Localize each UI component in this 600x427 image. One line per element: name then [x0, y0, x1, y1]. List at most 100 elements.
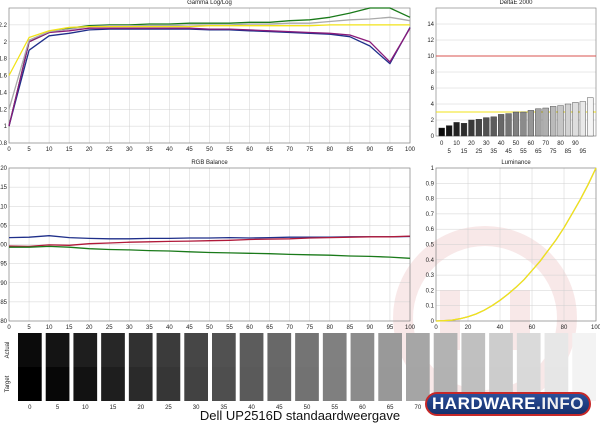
series-line-2	[8, 27, 411, 127]
swatch-label: 40	[248, 405, 255, 411]
x-tick-label: 15	[66, 325, 73, 331]
target-swatch	[18, 367, 42, 401]
y-tick-label: 0	[431, 319, 435, 325]
plot-frame	[8, 167, 411, 322]
actual-swatch	[322, 333, 347, 367]
target-swatch	[406, 367, 430, 401]
x-tick-label: 10	[46, 147, 53, 153]
x-tick-label: 80	[326, 325, 333, 331]
x-tick-label: 35	[146, 147, 153, 153]
y-tick-label: 0	[431, 134, 435, 140]
x-tick-label: 30	[126, 325, 133, 331]
target-swatch	[184, 367, 208, 401]
x-tick-label: 40	[498, 141, 505, 147]
swatch-label: 30	[193, 405, 200, 411]
y-tick-label: 0.8	[0, 141, 8, 147]
target-swatch	[45, 367, 70, 401]
target-swatch	[239, 367, 264, 401]
y-tick-label: 2.2	[0, 23, 8, 29]
x-tick-label: 60	[246, 325, 253, 331]
deltae-bar	[490, 116, 497, 137]
y-tick-label: 1.6	[0, 74, 8, 80]
row-label-target: Target	[5, 375, 11, 392]
hardware-info-logo: HARDWARE .INFO	[425, 392, 591, 416]
x-tick-label: 95	[387, 325, 394, 331]
chart-title: Gamma Log/Log	[187, 0, 232, 6]
x-tick-label: 80	[326, 147, 333, 153]
actual-swatch	[18, 333, 42, 367]
logo-text-a: HARDWARE	[432, 394, 537, 413]
x-tick-label: 25	[476, 149, 483, 155]
y-tick-label: 1.8	[0, 57, 8, 63]
series-line-3	[8, 16, 411, 110]
y-tick-label: 0.7	[426, 212, 435, 218]
deltae-bar	[475, 118, 482, 137]
x-tick-label: 20	[465, 325, 472, 331]
x-tick-label: 70	[286, 147, 293, 153]
deltae-bar	[498, 114, 505, 137]
actual-swatch	[73, 333, 98, 367]
x-tick-label: 80	[557, 141, 564, 147]
deltae-bar	[550, 106, 557, 137]
x-tick-label: 90	[367, 325, 374, 331]
x-tick-label: 70	[286, 325, 293, 331]
x-tick-label: 60	[529, 325, 536, 331]
x-tick-label: 10	[46, 325, 53, 331]
deltae-bar	[587, 97, 594, 137]
y-tick-label: 10	[427, 54, 434, 60]
y-tick-label: 2	[431, 118, 435, 124]
x-tick-label: 45	[186, 325, 193, 331]
series-line-2	[9, 245, 411, 259]
logo-text-b: .INFO	[536, 394, 584, 413]
x-tick-label: 0	[440, 141, 444, 147]
actual-swatch	[406, 333, 430, 367]
deltae-bar	[579, 101, 586, 137]
swatch-label: 65	[387, 405, 394, 411]
actual-swatch	[156, 333, 181, 367]
x-tick-label: 30	[483, 141, 490, 147]
y-tick-label: 0.2	[426, 288, 435, 294]
deltae-bar	[520, 111, 527, 137]
series-line-1	[8, 27, 411, 127]
gamma-chart: 0.8 1 1.2 1.4 1.6 1.8 2 2.2 0 5 10 15 20 25 30 35 40 45 50…	[0, 0, 416, 153]
plot-frame	[435, 167, 597, 322]
x-tick-label: 50	[206, 147, 213, 153]
actual-swatch	[239, 333, 264, 367]
x-tick-label: 60	[246, 147, 253, 153]
x-tick-label: 45	[505, 149, 512, 155]
x-tick-label: 55	[520, 149, 527, 155]
x-tick-label: 40	[166, 147, 173, 153]
deltae-bar	[542, 107, 549, 137]
row-label-actual: Actual	[5, 342, 11, 359]
x-tick-label: 45	[186, 147, 193, 153]
y-tick-label: 85	[0, 300, 7, 306]
swatch-label: 45	[276, 405, 283, 411]
x-tick-label: 15	[66, 147, 73, 153]
y-tick-label: 0.1	[426, 304, 435, 310]
y-tick-label: 95	[0, 262, 7, 268]
x-tick-label: 85	[565, 149, 572, 155]
deltae-bar	[438, 127, 445, 137]
y-tick-label: 1	[4, 124, 8, 130]
y-tick-label: 0.3	[426, 273, 435, 279]
x-tick-label: 90	[572, 141, 579, 147]
target-swatch	[295, 367, 319, 401]
y-tick-label: 115	[0, 185, 8, 191]
deltae-bar	[512, 111, 520, 137]
x-tick-label: 5	[27, 325, 31, 331]
x-tick-label: 75	[306, 147, 313, 153]
x-tick-label: 50	[206, 325, 213, 331]
swatch-label: 15	[110, 405, 117, 411]
y-tick-label: 0.8	[426, 197, 435, 203]
actual-swatch	[184, 333, 208, 367]
actual-swatch	[516, 333, 541, 367]
x-tick-label: 20	[86, 147, 93, 153]
x-tick-label: 95	[387, 147, 394, 153]
y-tick-label: 1	[431, 166, 435, 172]
target-swatch	[73, 367, 98, 401]
x-tick-label: 85	[347, 147, 354, 153]
x-tick-label: 65	[535, 149, 542, 155]
deltae-bar	[557, 105, 564, 137]
